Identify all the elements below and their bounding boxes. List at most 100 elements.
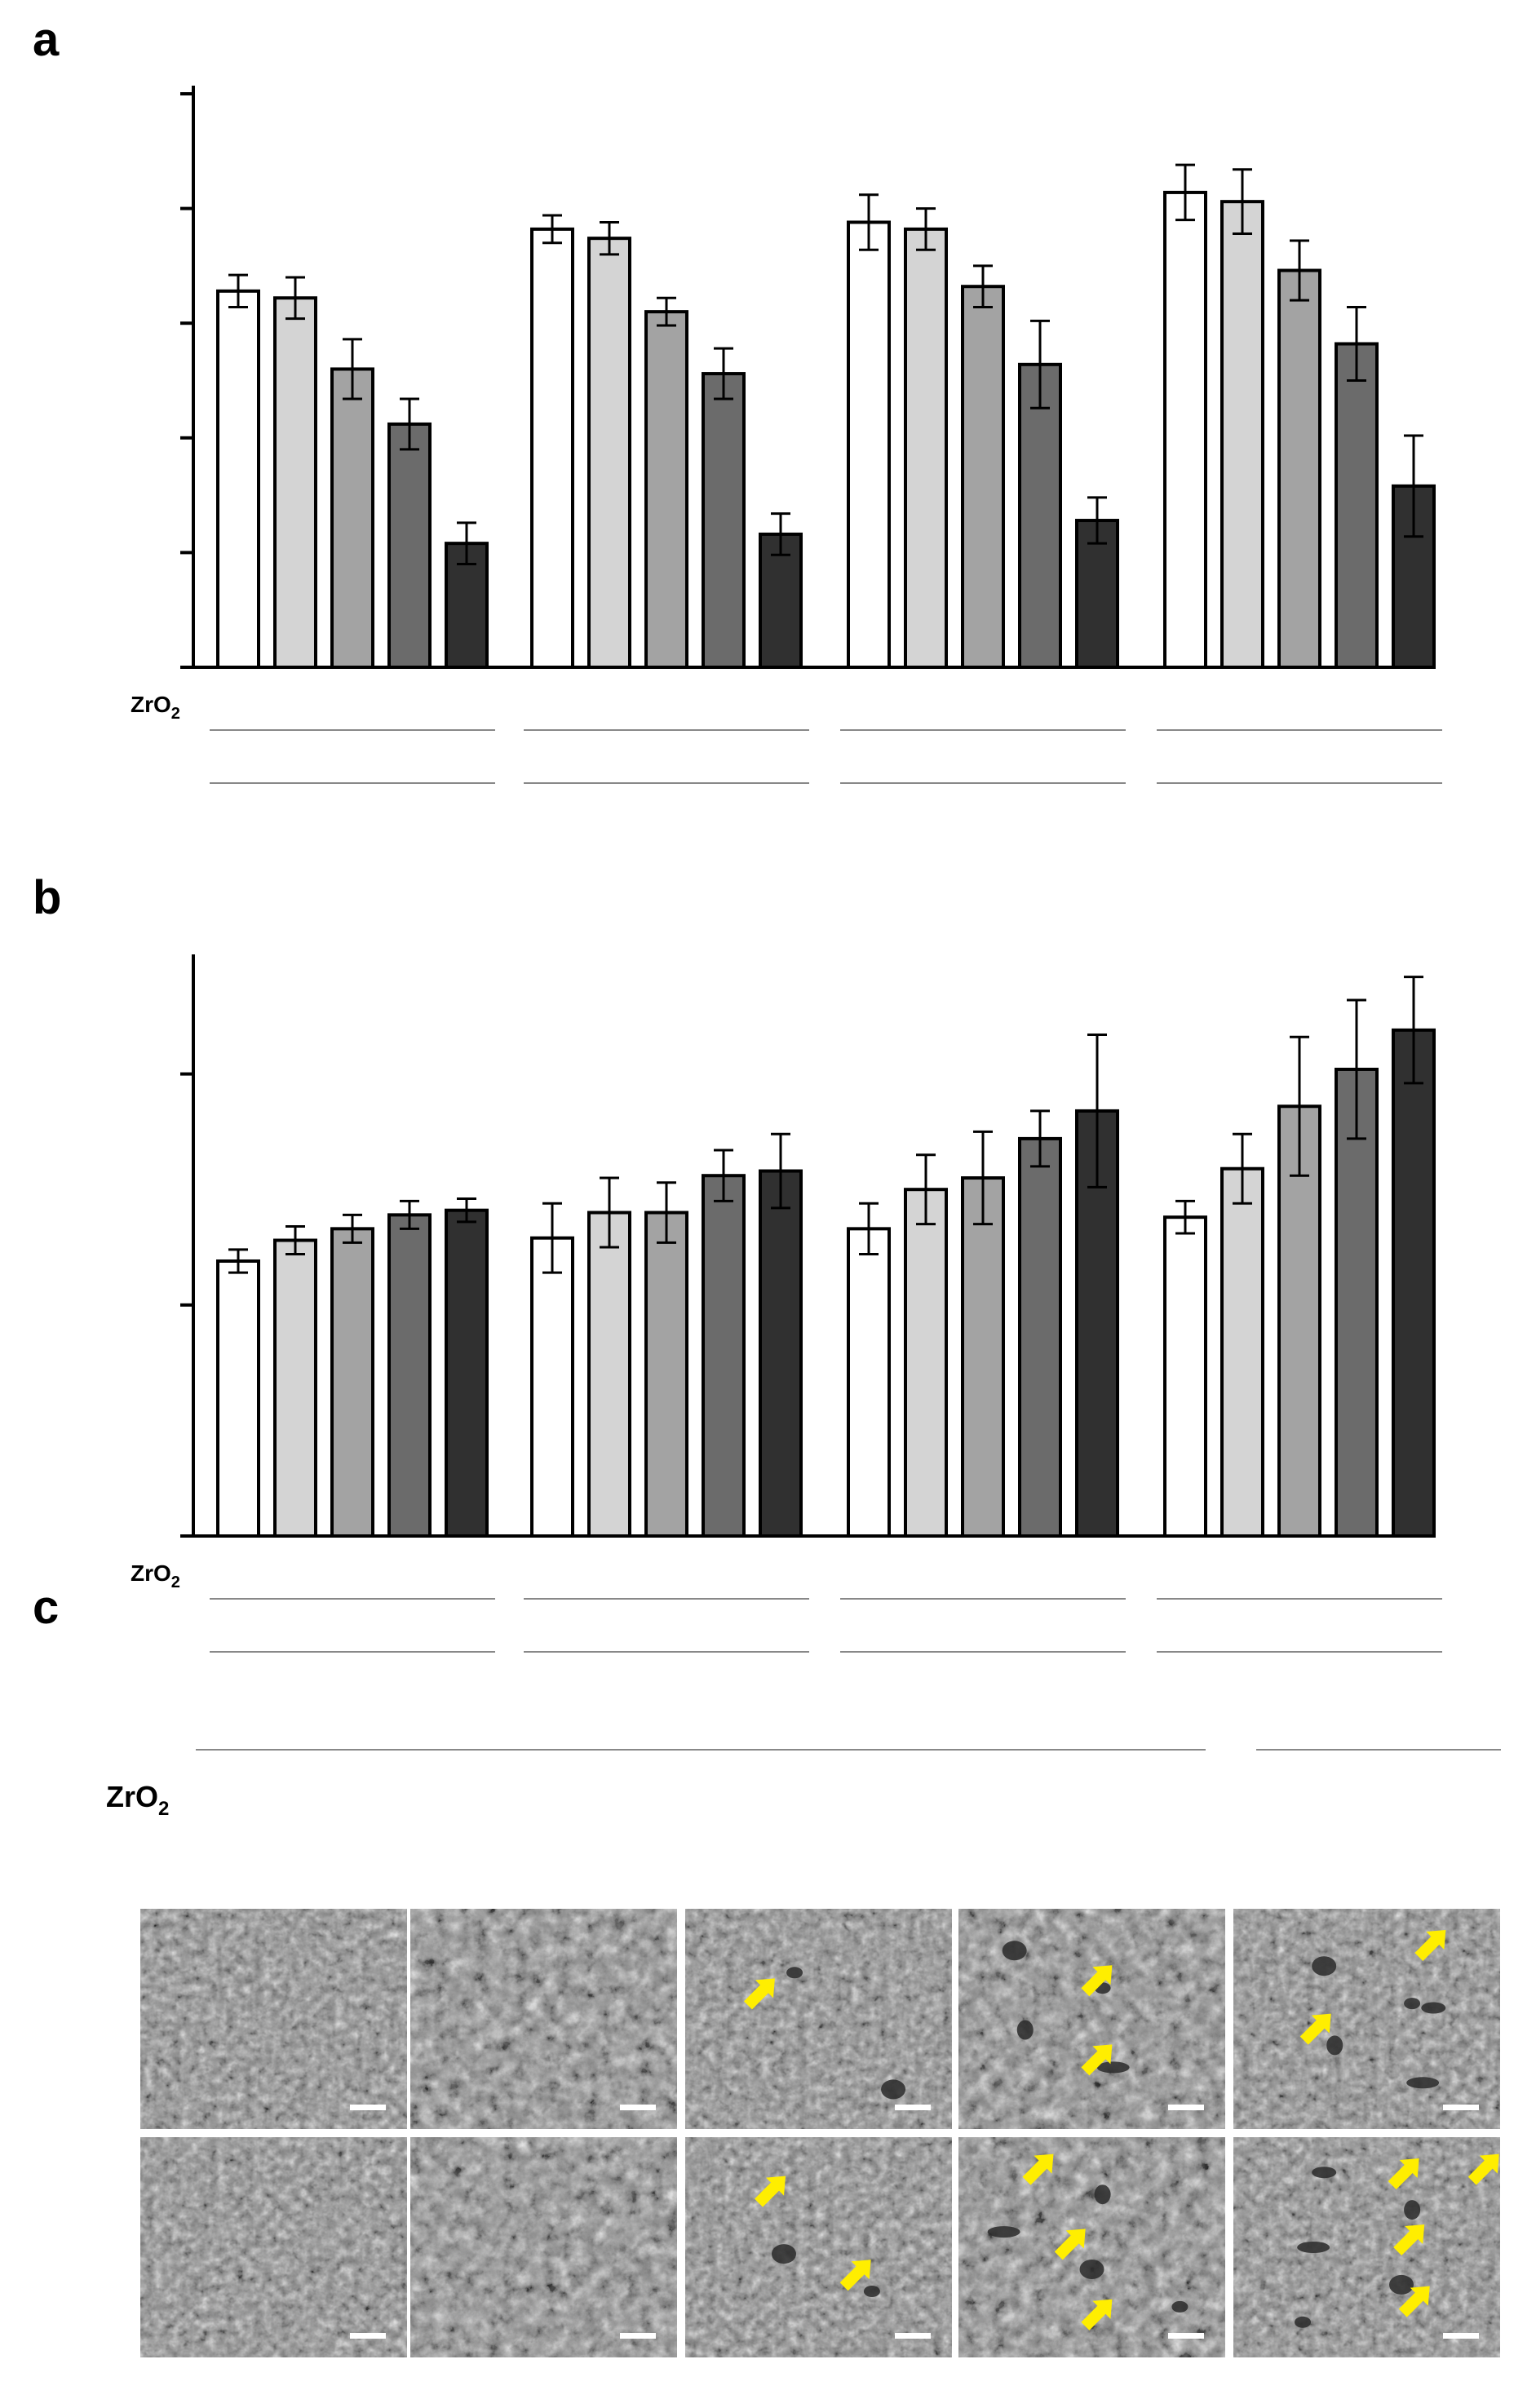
bar-day3-s1 <box>847 220 891 669</box>
bar-day1-s1 <box>216 289 260 669</box>
sem-image-texture <box>140 1909 407 2129</box>
bar-day2-s4 <box>702 372 746 669</box>
sem-pore <box>1312 1956 1337 1976</box>
bar-day1-s2 <box>273 296 317 669</box>
zro2-label-subscript: 2 <box>171 705 180 723</box>
chart-a-vickers-hardness: ZrO2 <box>131 86 1442 784</box>
scale-bar <box>1168 2333 1204 2339</box>
zro2-label-text: ZrO <box>131 1560 171 1586</box>
sem-image-day1-col2 <box>410 1909 677 2129</box>
zro2-header-text: ZrO <box>106 1780 158 1813</box>
bar-day3-s4 <box>1018 1136 1062 1538</box>
arrow-icon <box>1467 2153 1499 2185</box>
bar-day3-s3 <box>961 1176 1005 1538</box>
sem-image-day1-col4 <box>958 1909 1225 2129</box>
bar-day2-s2 <box>587 1211 631 1538</box>
sem-pore <box>1016 2020 1034 2040</box>
sem-pore <box>1312 2167 1337 2179</box>
bar-day2-s5 <box>759 1169 803 1538</box>
sem-pore <box>1079 2260 1104 2279</box>
bar-day1-s3 <box>330 367 374 669</box>
bar-day2-s3 <box>644 1211 688 1538</box>
arrow-icon <box>1054 2229 1086 2260</box>
sem-image-texture <box>140 2137 407 2357</box>
sem-pore <box>1406 2077 1440 2089</box>
bar-day1-s4 <box>387 422 432 669</box>
panel-label-a: a <box>33 13 60 66</box>
arrow-icon <box>1081 1965 1113 1997</box>
bar-day7-s1 <box>1163 190 1207 669</box>
sem-image-day7-col2 <box>410 2137 677 2357</box>
bar-day7-s3 <box>1277 268 1321 669</box>
sem-pore <box>987 2226 1020 2238</box>
scale-bar <box>1443 2333 1479 2339</box>
scale-bar <box>1443 2105 1479 2110</box>
scale-bar <box>1168 2105 1204 2110</box>
panel-c-sem-images: ZrO2 <box>106 1749 1501 2357</box>
bar-day2-s1 <box>530 227 574 669</box>
bar-day3-s2 <box>904 227 948 669</box>
panel-label-b: b <box>33 871 61 924</box>
bar-day2-s3 <box>644 310 688 669</box>
panel-label-c: c <box>33 1581 59 1634</box>
sem-pore <box>786 1967 803 1979</box>
sem-image-day7-col5 <box>1233 2137 1500 2357</box>
bar-day1-s3 <box>330 1227 374 1538</box>
bar-day2-s1 <box>530 1236 574 1538</box>
sem-image-day1-col5 <box>1233 1909 1500 2129</box>
sem-pore <box>881 2079 906 2100</box>
bar-day2-s5 <box>759 532 803 669</box>
sem-pore <box>771 2244 796 2264</box>
bar-day3-s1 <box>847 1227 891 1538</box>
sem-image-texture <box>1233 1909 1500 2129</box>
bar-day7-s2 <box>1220 1166 1264 1538</box>
sem-image-day7-col3 <box>685 2137 952 2357</box>
sem-pore <box>1002 1941 1027 1961</box>
zro2-header-subscript: 2 <box>158 1798 169 1820</box>
scale-bar <box>350 2333 386 2339</box>
bar-day7-s5 <box>1392 1028 1436 1538</box>
sem-pore <box>1297 2242 1330 2253</box>
sem-image-day1-col3 <box>685 1909 952 2129</box>
arrow-icon <box>1388 2158 1419 2189</box>
bar-day3-s2 <box>904 1188 948 1538</box>
arrow-icon <box>1022 2153 1054 2185</box>
arrow-icon <box>1393 2224 1425 2255</box>
bar-day1-s4 <box>387 1213 432 1538</box>
bar-day2-s2 <box>587 237 631 669</box>
bar-day3-s3 <box>961 285 1005 669</box>
arrow-icon <box>1081 2044 1113 2076</box>
arrow-icon <box>1081 2299 1113 2331</box>
sem-image-texture <box>685 2137 952 2357</box>
arrow-icon <box>743 1978 775 2010</box>
sem-image-day7-col4 <box>958 2137 1225 2357</box>
zro2-row-label: ZrO2 <box>131 692 180 723</box>
scale-bar <box>620 2333 656 2339</box>
sem-image-texture <box>958 1909 1225 2129</box>
zro2-label-subscript: 2 <box>171 1574 180 1591</box>
sem-image-day1-col1 <box>140 1909 407 2129</box>
sem-image-texture <box>410 2137 677 2357</box>
bar-day7-s1 <box>1163 1215 1207 1538</box>
sem-pore <box>1404 2200 1421 2220</box>
sem-pore <box>1096 2061 1130 2074</box>
scale-bar <box>895 2333 931 2339</box>
bar-day7-s2 <box>1220 200 1264 669</box>
sem-pore <box>1389 2274 1414 2295</box>
bar-day3-s5 <box>1075 519 1119 669</box>
scale-bar <box>895 2105 931 2110</box>
sem-pore <box>863 2286 880 2297</box>
bar-day2-s4 <box>702 1174 746 1538</box>
zro2-header-label: ZrO2 <box>106 1780 169 1820</box>
sem-pore <box>1404 1998 1421 2010</box>
bar-day7-s4 <box>1335 342 1379 669</box>
bar-day1-s2 <box>273 1238 317 1538</box>
bar-day3-s4 <box>1018 362 1062 669</box>
sem-image-day7-col1 <box>140 2137 407 2357</box>
chart-b-surface-roughness: ZrO2 <box>131 954 1442 1653</box>
bar-day1-s1 <box>216 1259 260 1538</box>
bar-day1-s5 <box>445 1208 489 1538</box>
zro2-row-label: ZrO2 <box>131 1560 180 1591</box>
sem-image-texture <box>410 1909 677 2129</box>
